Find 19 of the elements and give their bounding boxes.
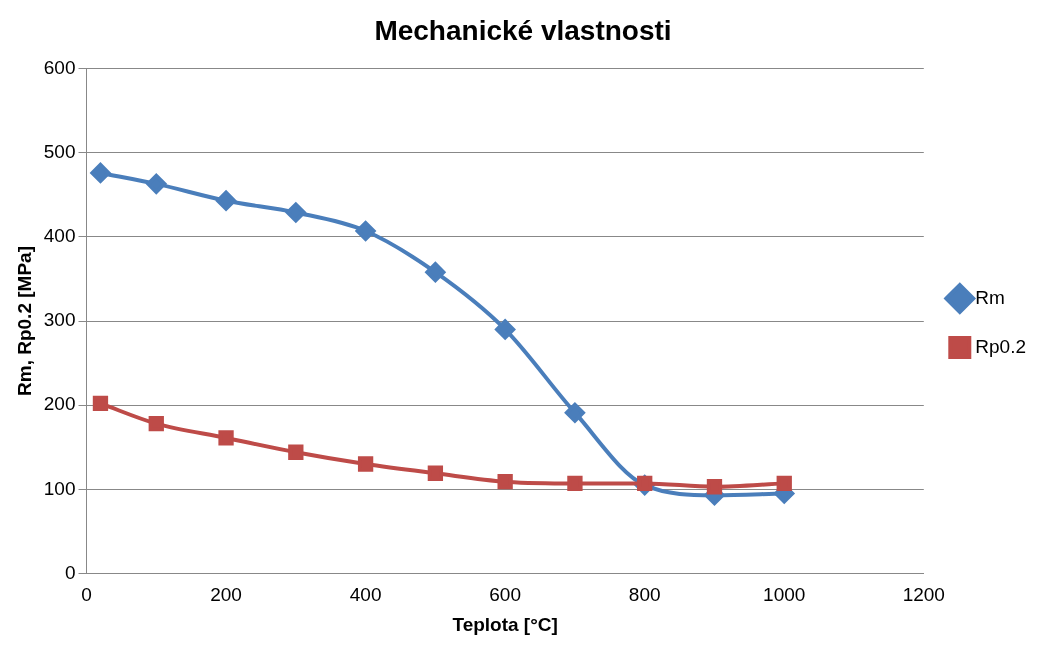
y-tick-label: 100 — [43, 477, 76, 499]
y-tick-label: 500 — [43, 140, 76, 162]
y-tick-label: 200 — [43, 393, 76, 415]
x-tick-label: 400 — [349, 584, 382, 606]
y-axis-title: Rm, Rp0.2 [MPa] — [13, 246, 35, 396]
chart-title: Mechanické vlastnosti — [374, 14, 672, 46]
y-tick-label: 400 — [43, 225, 76, 247]
x-tick-label: 800 — [628, 584, 661, 606]
legend-label: Rm — [975, 286, 1005, 308]
y-tick-label: 0 — [64, 561, 76, 583]
legend-label: Rp0.2 — [975, 335, 1026, 357]
x-tick-label: 600 — [489, 584, 521, 606]
y-tick-label: 600 — [43, 56, 76, 78]
x-tick-label: 1000 — [763, 584, 806, 606]
x-tick-label: 0 — [81, 584, 92, 606]
x-axis-title: Teplota [°C] — [452, 613, 558, 635]
y-tick-label: 300 — [43, 309, 76, 331]
x-tick-label: 1200 — [902, 584, 945, 606]
x-tick-label: 200 — [210, 584, 242, 606]
